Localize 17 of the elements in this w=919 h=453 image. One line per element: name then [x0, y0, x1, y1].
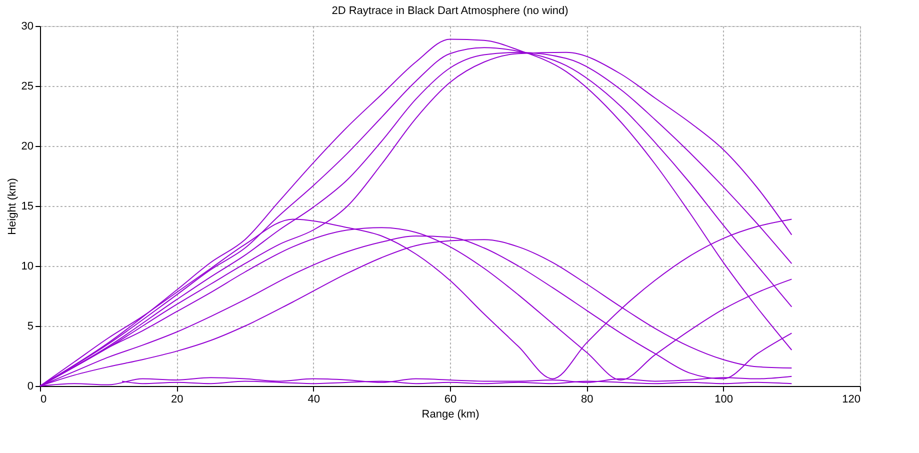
x-tick-label: 0	[40, 394, 47, 406]
x-tick-label: 80	[581, 394, 594, 406]
y-axis-title: Height (km)	[6, 178, 18, 235]
chart-title: 2D Raytrace in Black Dart Atmosphere (no wind)	[332, 5, 568, 17]
x-tick-label: 40	[308, 394, 320, 406]
x-tick-label: 20	[171, 394, 184, 406]
y-tick-label: 15	[21, 200, 34, 212]
y-tick-label: 25	[21, 80, 34, 92]
y-tick-label: 10	[21, 260, 34, 272]
x-tick-label: 60	[444, 394, 457, 406]
y-tick-label: 0	[27, 380, 34, 392]
y-tick-label: 30	[21, 20, 34, 32]
x-axis-title: Range (km)	[422, 408, 480, 420]
x-tick-label: 100	[714, 394, 734, 406]
x-tick-label: 120	[842, 394, 860, 406]
y-tick-label: 20	[21, 140, 34, 152]
y-tick-label: 5	[27, 320, 34, 332]
